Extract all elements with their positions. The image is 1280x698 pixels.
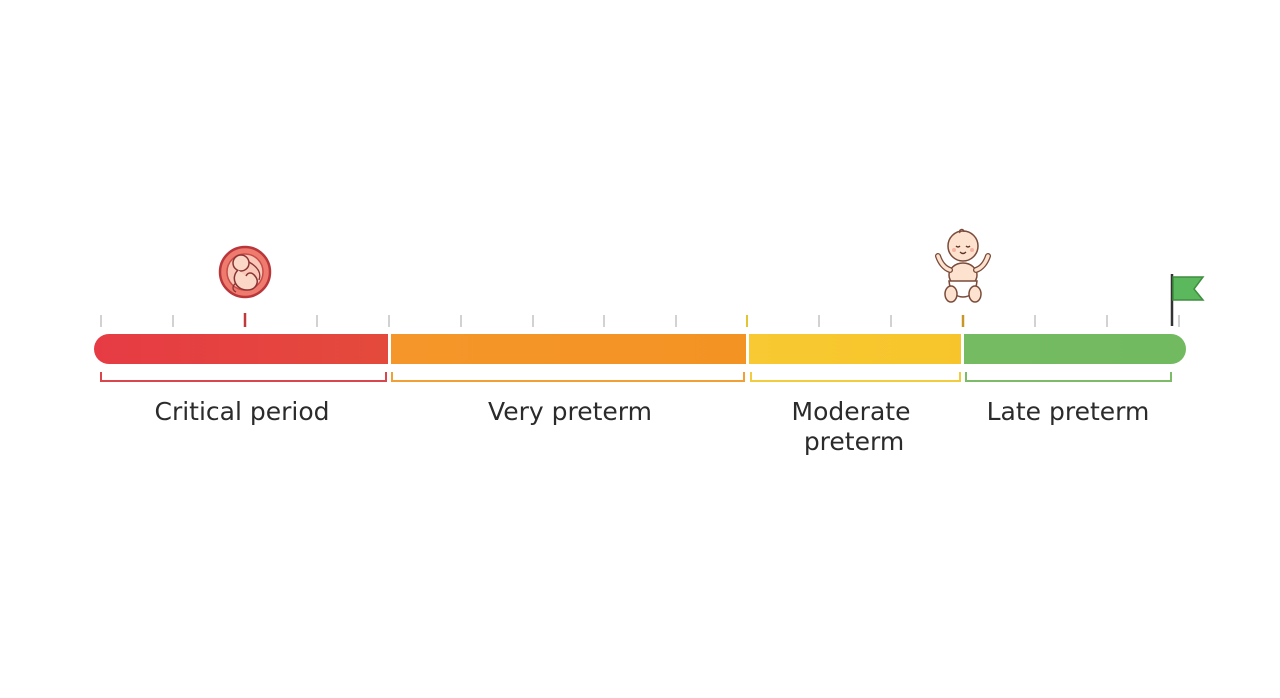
bracket-critical-period [100,372,387,382]
label-critical-period: Critical period [154,397,329,426]
label-very-preterm: Very preterm [488,397,652,426]
segment-brackets [100,372,1172,382]
segment-moderate-preterm [749,334,961,364]
timeline-bar [94,334,1186,364]
bracket-late-preterm [965,372,1172,382]
segment-very-preterm [391,334,746,364]
segment-labels: Critical period Very preterm Moderate pre… [154,397,1149,456]
bracket-moderate-preterm [750,372,961,382]
finish-flag-icon [1170,274,1205,326]
tick-marks [100,313,1180,327]
fetus-icon [218,245,272,299]
bracket-very-preterm [391,372,745,382]
label-moderate-preterm: Moderate preterm [792,397,911,456]
baby-icon [935,228,991,303]
segment-critical-period [94,334,388,364]
label-late-preterm: Late preterm [987,397,1150,426]
segment-late-preterm [964,334,1186,364]
